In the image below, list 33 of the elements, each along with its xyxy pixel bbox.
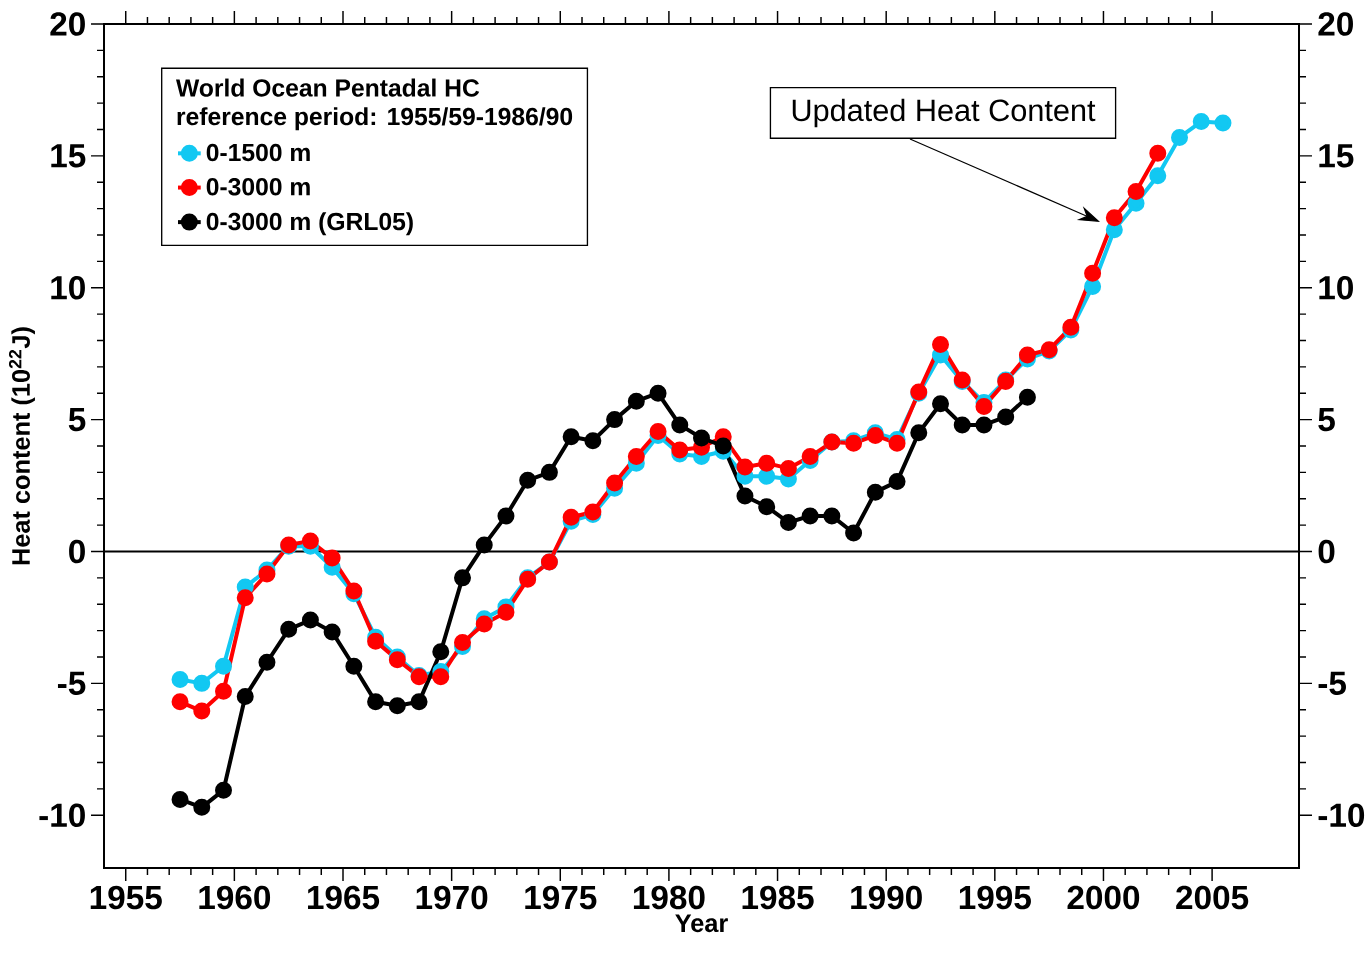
y2-tick-label: 0 [1318,539,1335,564]
x-tick-label: 2005 [1176,885,1249,910]
y-tick-label: 10 [51,275,85,300]
x-tick-label: 1955 [90,885,162,910]
x-tick-label: 1960 [199,885,271,910]
legend-title: World Ocean Pentadal HC [175,78,480,97]
x-tick-label: 1995 [959,885,1031,910]
x-tick-label: 1980 [633,885,705,910]
y2-tick-label: 5 [1318,407,1335,432]
x-tick-label: 1985 [742,885,814,910]
y2-tick-label: -10 [1318,803,1365,828]
y-tick-label: 15 [51,144,86,168]
y-tick-label: -5 [57,671,86,696]
x-tick-label: 1970 [416,885,488,910]
y-tick-label: 20 [50,12,85,36]
legend-label: 0-3000 m (GRL05) [206,212,413,236]
y2-tick-label: 15 [1319,144,1354,168]
legend-label: 0-3000 m [206,177,310,196]
y-axis-title: Heat content (10$^{22}$J) [8,327,35,565]
y2-tick-label: 20 [1318,12,1353,36]
y2-tick-label: -5 [1318,671,1346,696]
y2-tick-label: 10 [1319,275,1353,300]
x-axis-title: Year [675,914,728,933]
y-tick-label: 5 [68,407,86,432]
x-tick-label: 1990 [851,885,922,910]
x-tick-label: 1975 [525,885,597,910]
annotation: Updated Heat Content [792,98,1096,128]
annotation: reference period: 1955/59-1986/90 [177,107,573,131]
y-tick-label: 0 [69,539,85,564]
x-tick-label: 2000 [1067,885,1140,910]
legend-label: 0-1500 m [206,143,310,162]
x-tick-label: 1965 [308,885,380,910]
y-tick-label: -10 [39,803,85,828]
